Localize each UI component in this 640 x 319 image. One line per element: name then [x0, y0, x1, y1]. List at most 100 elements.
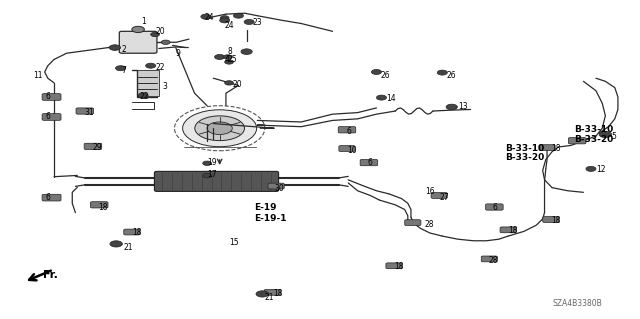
Text: 21: 21	[124, 243, 133, 252]
FancyBboxPatch shape	[481, 256, 497, 262]
Circle shape	[244, 19, 254, 25]
FancyBboxPatch shape	[339, 146, 355, 152]
Circle shape	[446, 104, 458, 110]
FancyBboxPatch shape	[386, 263, 402, 269]
Text: 5: 5	[612, 131, 616, 141]
Text: 6: 6	[45, 193, 50, 202]
Text: 9: 9	[176, 49, 180, 58]
FancyBboxPatch shape	[268, 183, 284, 189]
Circle shape	[256, 291, 269, 297]
Text: 17: 17	[207, 170, 217, 179]
Circle shape	[220, 18, 230, 23]
Text: Fr.: Fr.	[43, 270, 58, 279]
Text: B-33-20: B-33-20	[574, 135, 613, 144]
Circle shape	[201, 14, 211, 19]
Text: 6: 6	[45, 93, 50, 101]
Circle shape	[116, 66, 125, 71]
Circle shape	[132, 26, 145, 33]
Text: 18: 18	[508, 226, 518, 235]
Text: B-33-20: B-33-20	[505, 153, 544, 162]
Text: 29: 29	[93, 143, 102, 152]
FancyBboxPatch shape	[154, 171, 278, 191]
Text: 24: 24	[205, 13, 214, 22]
Text: 28: 28	[488, 256, 497, 265]
Text: 7: 7	[121, 66, 126, 75]
FancyBboxPatch shape	[76, 108, 93, 114]
Circle shape	[220, 16, 229, 20]
Circle shape	[599, 131, 612, 137]
Circle shape	[234, 13, 243, 18]
Text: 6: 6	[347, 127, 352, 136]
Text: 18: 18	[273, 289, 282, 298]
Text: 24: 24	[225, 20, 234, 30]
Circle shape	[138, 93, 148, 98]
Circle shape	[437, 70, 447, 75]
Text: 26: 26	[447, 70, 456, 80]
FancyBboxPatch shape	[119, 31, 157, 53]
Text: 26: 26	[380, 70, 390, 80]
Circle shape	[241, 49, 252, 55]
Text: 22: 22	[140, 93, 150, 101]
Text: 10: 10	[347, 145, 356, 155]
Circle shape	[371, 70, 381, 74]
FancyBboxPatch shape	[360, 160, 378, 166]
FancyBboxPatch shape	[84, 143, 102, 150]
Text: E-19: E-19	[254, 204, 276, 212]
Circle shape	[225, 60, 234, 64]
Text: 27: 27	[439, 193, 449, 202]
FancyBboxPatch shape	[404, 220, 421, 226]
Circle shape	[110, 241, 122, 247]
FancyBboxPatch shape	[338, 127, 356, 133]
Text: 16: 16	[426, 187, 435, 196]
Text: 18: 18	[132, 228, 141, 237]
Circle shape	[161, 40, 170, 44]
Circle shape	[225, 81, 234, 85]
Circle shape	[195, 116, 244, 141]
FancyBboxPatch shape	[264, 289, 280, 295]
FancyBboxPatch shape	[431, 193, 447, 198]
FancyBboxPatch shape	[42, 94, 61, 100]
Circle shape	[182, 110, 257, 147]
Text: B-33-10: B-33-10	[505, 144, 544, 153]
FancyBboxPatch shape	[500, 227, 516, 233]
Circle shape	[586, 167, 596, 171]
Text: 25: 25	[227, 55, 237, 64]
Text: 20: 20	[155, 27, 164, 36]
Text: 22: 22	[155, 63, 164, 72]
Text: SZA4B3380B: SZA4B3380B	[552, 299, 602, 308]
Text: 15: 15	[229, 238, 239, 247]
Text: 18: 18	[551, 216, 560, 225]
Text: 6: 6	[367, 158, 372, 167]
Text: 14: 14	[386, 94, 396, 103]
Text: 13: 13	[458, 102, 468, 111]
Circle shape	[207, 122, 232, 135]
Text: 18: 18	[99, 203, 108, 211]
Circle shape	[146, 63, 156, 68]
Text: 31: 31	[85, 108, 95, 117]
FancyBboxPatch shape	[42, 194, 61, 201]
Circle shape	[150, 32, 159, 37]
Text: 21: 21	[265, 293, 275, 302]
FancyBboxPatch shape	[137, 70, 159, 96]
Text: 11: 11	[33, 71, 42, 80]
Text: 6: 6	[493, 204, 497, 212]
Circle shape	[203, 174, 211, 178]
Text: 30: 30	[275, 184, 285, 193]
Text: 12: 12	[596, 165, 605, 174]
FancyBboxPatch shape	[568, 137, 586, 144]
Circle shape	[223, 55, 232, 59]
Text: 18: 18	[551, 144, 560, 153]
Text: 23: 23	[253, 18, 262, 27]
Text: 19: 19	[207, 158, 217, 167]
Text: B-33-10: B-33-10	[574, 125, 613, 134]
FancyBboxPatch shape	[543, 217, 559, 222]
Circle shape	[214, 55, 225, 59]
Text: 18: 18	[394, 262, 403, 271]
Text: 8: 8	[228, 47, 232, 56]
FancyBboxPatch shape	[124, 229, 140, 235]
FancyBboxPatch shape	[42, 114, 61, 120]
FancyBboxPatch shape	[486, 204, 503, 210]
Text: 1: 1	[141, 18, 146, 26]
FancyBboxPatch shape	[539, 145, 555, 151]
Text: 20: 20	[232, 80, 242, 89]
